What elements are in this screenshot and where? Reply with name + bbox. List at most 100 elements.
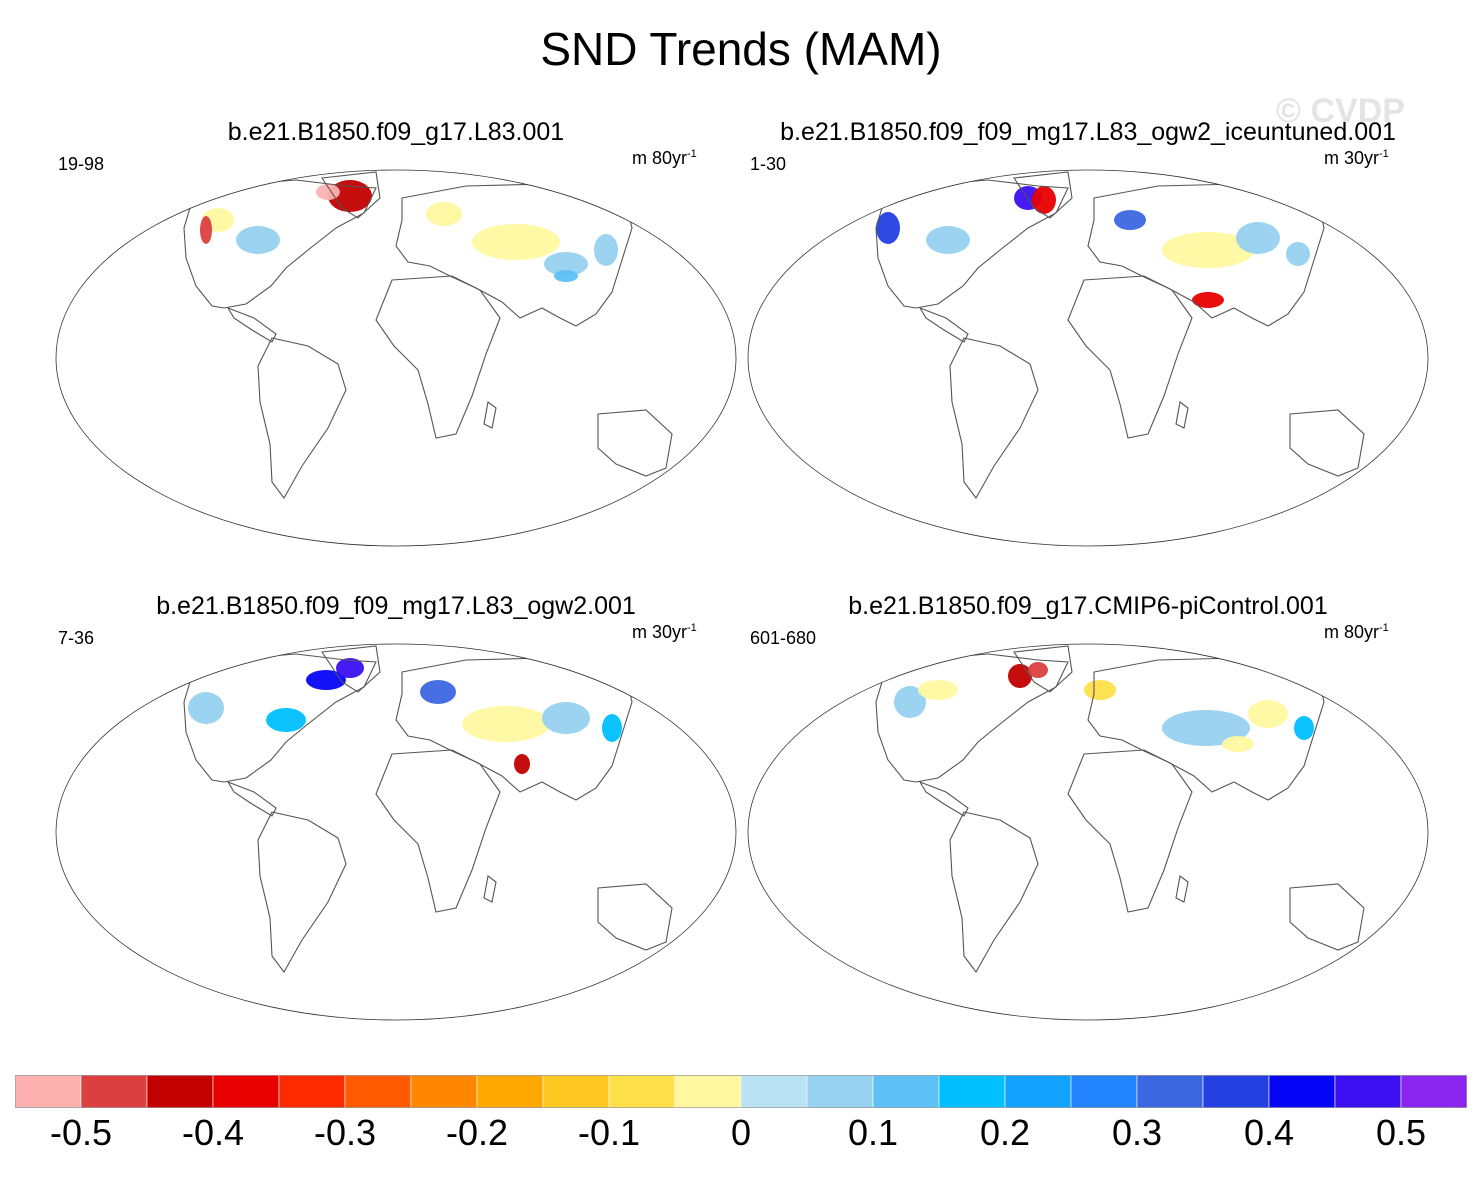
madagascar-outline (483, 401, 497, 429)
australia-outline (597, 409, 673, 477)
africa-outline (375, 749, 501, 913)
panel-title: b.e21.B1850.f09_f09_mg17.L83_ogw2.001 (156, 592, 636, 620)
trend-shade (420, 680, 456, 704)
trend-shade (188, 692, 224, 724)
africa-outline (375, 275, 501, 439)
colorbar-tick-label: -0.1 (577, 1112, 641, 1153)
colorbar-tick-label: -0.4 (181, 1112, 245, 1153)
trend-shade (1294, 716, 1314, 740)
north-america-outline (183, 653, 377, 783)
north-america-outline (875, 179, 1069, 309)
panel-units: m 30yr-1 (1324, 148, 1389, 168)
greenland-outline (321, 171, 381, 219)
antarctica-outline (908, 554, 1294, 570)
central-america-outline (226, 306, 277, 343)
panel-title: b.e21.B1850.f09_g17.CMIP6-piControl.001 (848, 592, 1328, 620)
colorbar-box (1334, 1075, 1402, 1109)
south-america-outline (949, 811, 1039, 974)
panel-title: b.e21.B1850.f09_g17.L83.001 (227, 118, 565, 146)
colorbar-tick-label: 0.1 (847, 1112, 899, 1153)
africa-outline (1067, 749, 1193, 913)
trend-shade (466, 548, 546, 564)
trend-shade (1008, 664, 1032, 688)
trend-shade (602, 714, 622, 742)
world-map (747, 643, 1429, 1042)
map-border (747, 643, 1429, 1021)
trend-shade (1192, 292, 1224, 308)
panel-years: 1-30 (750, 154, 787, 174)
trend-shade (1236, 222, 1280, 254)
map-panel-2: b.e21.B1850.f09_f09_mg17.L83_ogw2_iceunt… (738, 118, 1438, 588)
greenland-outline (1013, 645, 1073, 693)
colorbar-box (476, 1075, 544, 1109)
trend-shade (1148, 548, 1228, 564)
madagascar-outline (1175, 875, 1189, 903)
panel-title: b.e21.B1850.f09_f09_mg17.L83_ogw2_iceunt… (780, 118, 1396, 146)
trend-shade (928, 1026, 1028, 1042)
colorbar-box (542, 1075, 610, 1109)
south-america-outline (949, 337, 1039, 500)
colorbar-tick-label: -0.5 (49, 1112, 113, 1153)
colorbar-box (146, 1075, 214, 1109)
trend-shade (266, 708, 306, 732)
colorbar-box (1136, 1075, 1204, 1109)
trend-shade (1228, 1028, 1288, 1040)
north-america-outline (875, 653, 1069, 783)
colorbar-box (1004, 1075, 1072, 1109)
trend-shade (536, 554, 596, 566)
colorbar-box (674, 1075, 742, 1109)
trend-shade (1162, 710, 1250, 746)
australia-outline (1289, 409, 1365, 477)
colorbar-box (80, 1075, 148, 1109)
colorbar-box (1202, 1075, 1270, 1109)
south-america-outline (257, 337, 347, 500)
trend-shade (236, 226, 280, 254)
trend-shade (1148, 1024, 1228, 1040)
antarctica-outline (216, 554, 602, 570)
central-america-outline (226, 780, 277, 817)
trend-shade (876, 212, 900, 244)
panel-years: 19-98 (58, 154, 105, 174)
colorbar-tick-label: -0.2 (445, 1112, 509, 1153)
trend-shade (336, 658, 364, 678)
colorbar-box (1268, 1075, 1336, 1109)
trend-shade (918, 554, 1018, 570)
trend-shade (554, 270, 578, 282)
trend-shade (542, 702, 590, 734)
trend-shade (246, 1022, 346, 1038)
colorbar-box (740, 1075, 808, 1109)
colorbar-box (608, 1075, 676, 1109)
cvdp-watermark: © CVDP (1276, 92, 1405, 130)
colorbar (15, 1075, 1467, 1109)
figure-title: SND Trends (MAM) (540, 23, 942, 75)
colorbar-box (344, 1075, 412, 1109)
colorbar-tick-label: 0.5 (1375, 1112, 1427, 1153)
trend-shade (1228, 554, 1288, 566)
madagascar-outline (483, 875, 497, 903)
trend-shade (256, 550, 356, 566)
map-border (55, 169, 737, 547)
trend-shade (594, 234, 618, 266)
central-america-outline (918, 306, 969, 343)
map-border (55, 643, 737, 1021)
trend-shade (1084, 680, 1116, 700)
map-panel-3: b.e21.B1850.f09_f09_mg17.L83_ogw2.001 7-… (46, 592, 746, 1062)
africa-outline (1067, 275, 1193, 439)
central-america-outline (918, 780, 969, 817)
colorbar-box (1400, 1075, 1467, 1109)
colorbar-tick-label: 0 (730, 1112, 752, 1153)
greenland-outline (321, 645, 381, 693)
colorbar-tick-label: -0.3 (313, 1112, 377, 1153)
south-america-outline (257, 811, 347, 974)
trend-shade (1222, 736, 1254, 752)
colorbar-tick-label: 0.2 (979, 1112, 1031, 1153)
trend-shade (1248, 700, 1288, 728)
trend-shade (426, 202, 462, 226)
trend-shade (306, 670, 346, 690)
trend-shade (1032, 186, 1056, 214)
map-border (747, 169, 1429, 547)
colorbar-box (278, 1075, 346, 1109)
map-panel-1: b.e21.B1850.f09_g17.L83.001 19-98 m 80yr… (46, 118, 746, 588)
trend-shade (894, 686, 926, 718)
colorbar-box (212, 1075, 280, 1109)
